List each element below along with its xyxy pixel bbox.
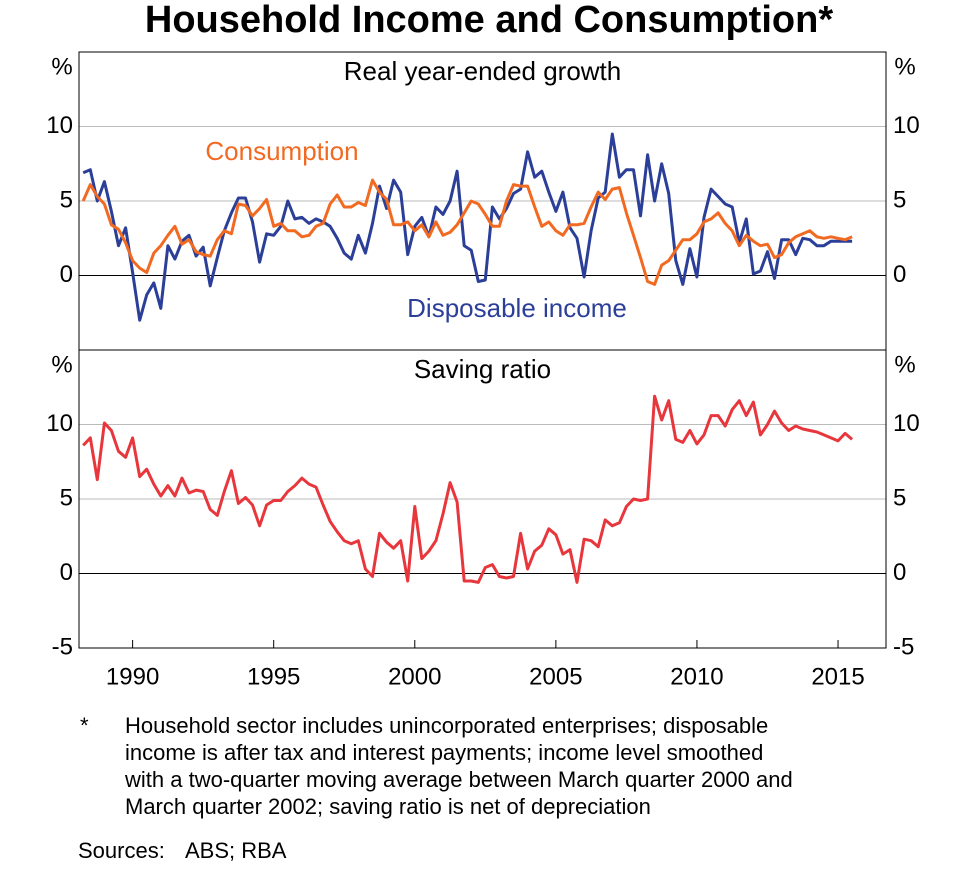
series-label: Consumption [205, 136, 358, 166]
footnote-line: March quarter 2002; saving ratio is net … [125, 794, 651, 819]
footnote-line: Household sector includes unincorporated… [125, 713, 768, 738]
y-tick-label: 5 [60, 484, 73, 511]
x-tick-label: 1990 [106, 663, 159, 690]
y-axis-label: % [51, 351, 72, 378]
y2-tick-label: 0 [893, 559, 906, 586]
panel-subtitle: Saving ratio [414, 354, 551, 384]
x-tick-label: 2005 [529, 663, 582, 690]
series-line [82, 394, 854, 584]
y-tick-label: 10 [46, 112, 73, 139]
series-line [82, 132, 853, 322]
y2-tick-label: 5 [893, 484, 906, 511]
chart-title: Household Income and Consumption* [145, 0, 833, 41]
x-tick-label: 2015 [811, 663, 864, 690]
x-tick-label: 1995 [247, 663, 300, 690]
y-tick-label: 0 [60, 261, 73, 288]
y2-tick-label: 5 [893, 186, 906, 213]
y-tick-label: 10 [46, 410, 73, 437]
panel-subtitle: Real year-ended growth [344, 56, 622, 86]
series-label: Disposable income [407, 293, 627, 323]
y2-tick-label: 10 [893, 410, 920, 437]
x-tick-label: 2010 [670, 663, 723, 690]
y2-tick-label: 0 [893, 261, 906, 288]
footnote-line: with a two-quarter moving average betwee… [124, 767, 793, 792]
footnote-line: income is after tax and interest payment… [125, 740, 763, 765]
sources-label: Sources: [78, 838, 165, 863]
y2-axis-label: % [894, 53, 915, 80]
y-tick-label: -5 [52, 633, 73, 660]
y-tick-label: 0 [60, 559, 73, 586]
panel-frame [78, 349, 887, 649]
x-tick-label: 2000 [388, 663, 441, 690]
y-tick-label: 5 [60, 186, 73, 213]
series-line [81, 178, 853, 286]
y2-tick-label: -5 [893, 633, 914, 660]
y2-tick-label: 10 [893, 112, 920, 139]
y-axis-label: % [51, 53, 72, 80]
y2-axis-label: % [894, 351, 915, 378]
footnote-marker: * [80, 713, 89, 738]
sources-text: ABS; RBA [185, 838, 287, 863]
